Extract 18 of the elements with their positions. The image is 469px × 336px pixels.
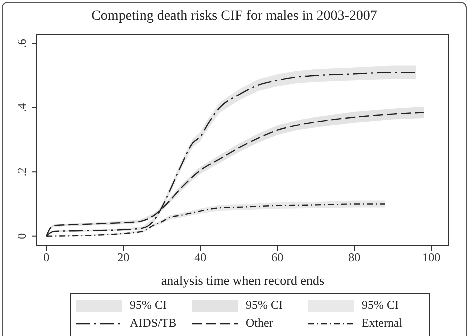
y-tick-label: 0 — [15, 233, 29, 240]
text: 95% CI — [130, 298, 167, 313]
x-tick-label: 80 — [348, 250, 361, 265]
y-tick-label: .4 — [15, 103, 29, 112]
x-tick-label: 0 — [44, 250, 50, 265]
x-tick-label: 40 — [194, 250, 207, 265]
legend-label: AIDS/TB — [130, 316, 177, 331]
y-tick-label: .2 — [15, 168, 29, 177]
legend-label: Other — [246, 316, 274, 331]
text: 95% CI — [246, 298, 283, 313]
x-axis-title: analysis time when record ends — [160, 273, 326, 289]
x-tick-label: 100 — [422, 250, 441, 265]
x-tick-label: 60 — [272, 250, 284, 265]
text: 95% CI — [362, 298, 399, 313]
x-tick-label: 20 — [118, 250, 130, 265]
y-tick-label: .6 — [15, 39, 29, 48]
chart-title: Competing death risks CIF for males in 2003-2007 — [90, 9, 378, 25]
legend-label: External — [362, 316, 403, 331]
